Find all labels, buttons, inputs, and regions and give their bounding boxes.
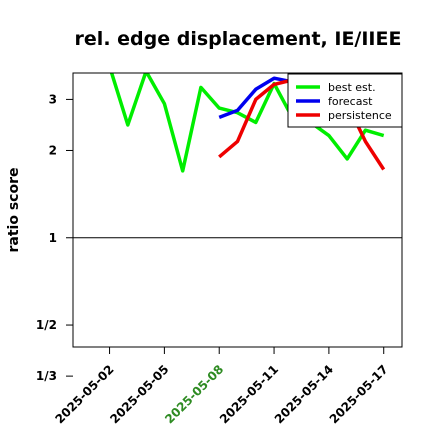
y-tick-label: 1/3 [36,369,57,383]
y-axis-label: ratio score [6,168,22,253]
y-axis: 1/3 1/2 1 2 3 [36,92,73,383]
y-tick-label: 2 [49,143,57,157]
x-tick-label: 2025-05-17 [327,362,391,426]
y-tick-label: 1 [49,231,57,245]
legend-label: persistence [328,109,392,122]
legend-label: forecast [328,95,373,108]
plot-frame [72,72,403,348]
legend-label: best est. [328,81,376,94]
x-axis: 2025-05-022025-05-052025-05-082025-05-11… [52,347,391,426]
y-tick-label: 1/2 [36,318,57,332]
chart-title: rel. edge displacement, IE/IIEE [75,28,402,50]
y-tick-label: 3 [49,92,57,106]
